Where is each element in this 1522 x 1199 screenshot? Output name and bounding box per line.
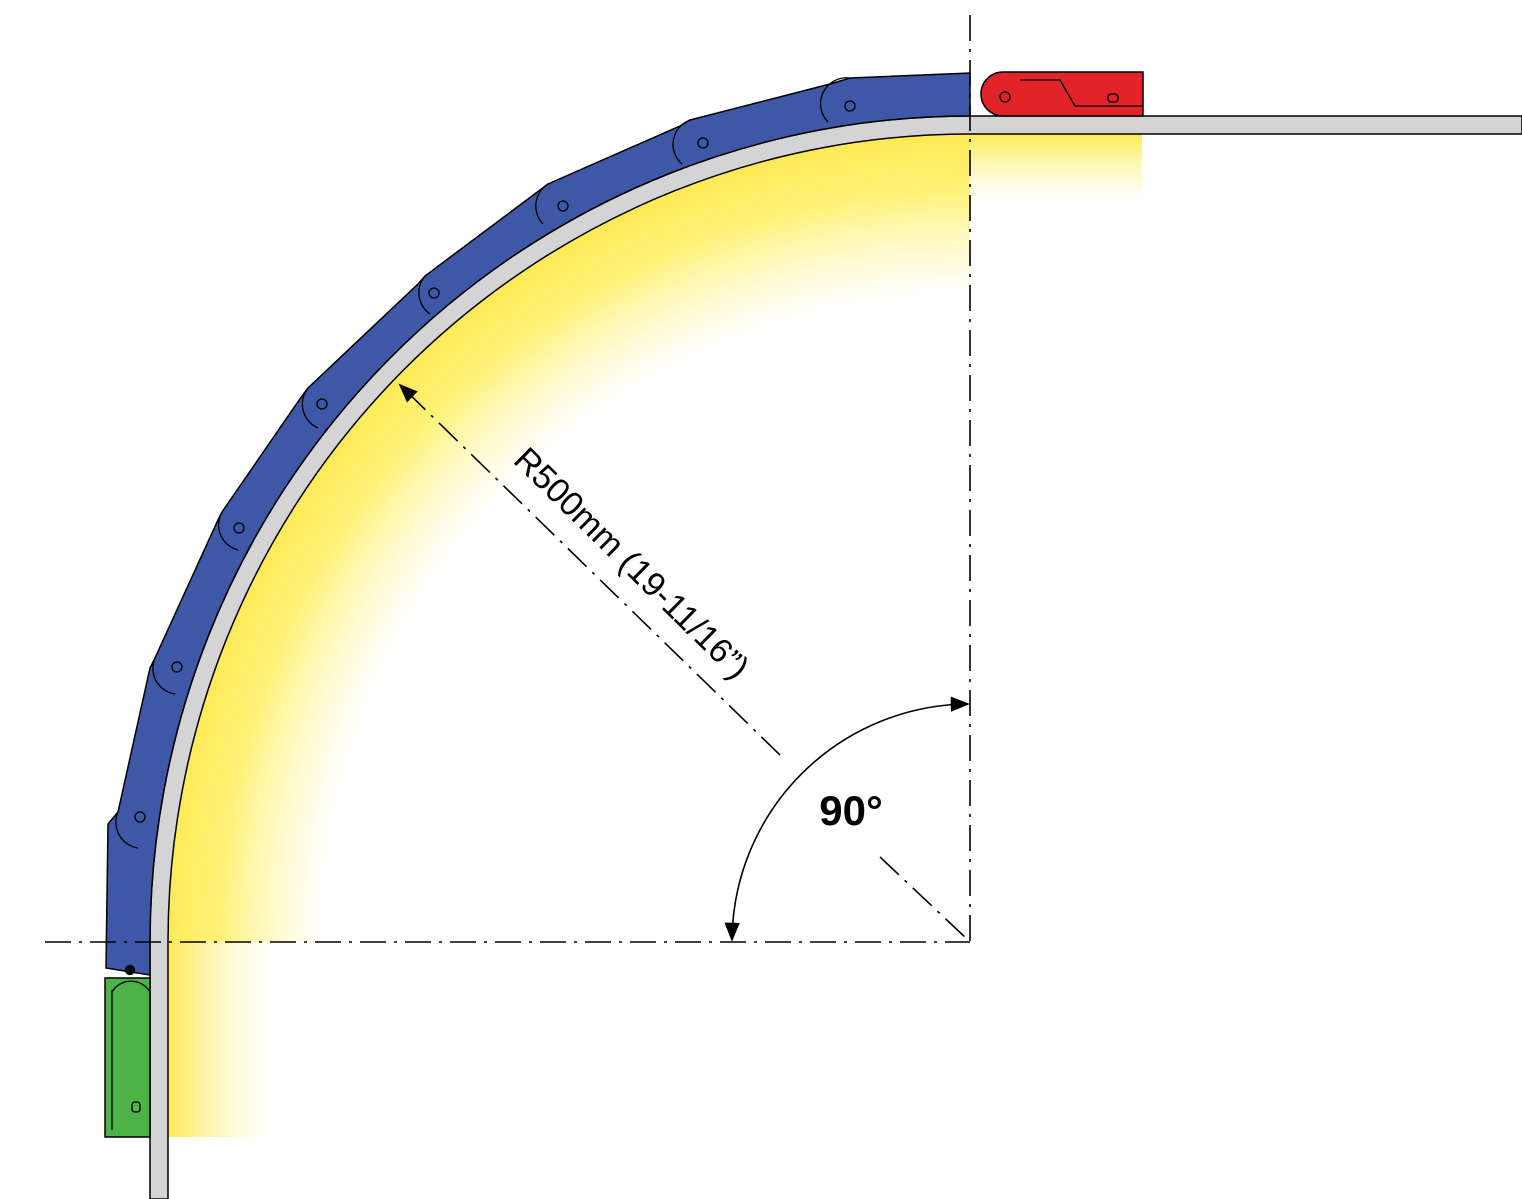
radius-line [398, 383, 781, 756]
edge [1020, 79, 1143, 107]
slot [1107, 93, 1119, 103]
edge [111, 980, 151, 1130]
glow [168, 942, 273, 1137]
chain-links [115, 77, 856, 976]
angle-label: 90° [819, 787, 883, 834]
end-block-green [104, 977, 151, 1138]
slot [131, 1101, 141, 1113]
glow [970, 134, 1142, 204]
angle-arc [724, 696, 970, 942]
pin [999, 91, 1011, 103]
end-block-red [980, 71, 1144, 117]
chain [105, 72, 971, 976]
